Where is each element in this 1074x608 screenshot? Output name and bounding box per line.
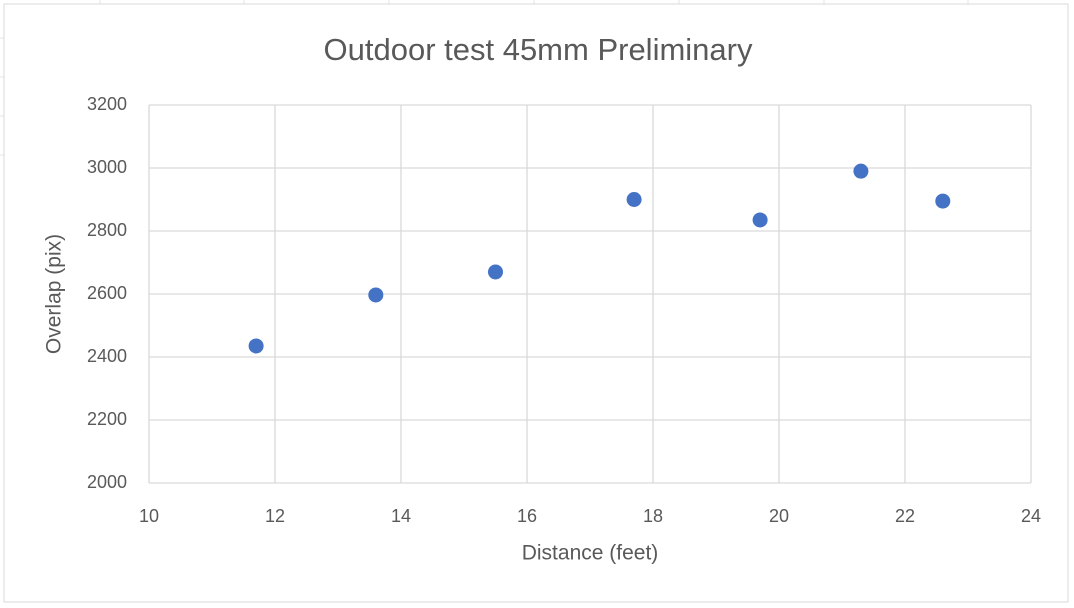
y-tick-label: 2000 [87, 472, 127, 492]
y-tick-label: 3200 [87, 94, 127, 114]
x-tick-label: 14 [391, 506, 411, 526]
x-tick-label: 10 [139, 506, 159, 526]
point [853, 163, 869, 179]
y-tick-label: 3000 [87, 157, 127, 177]
point [488, 264, 503, 280]
chart-border [3, 3, 1069, 603]
x-tick-label: 24 [1021, 506, 1041, 526]
sheet-cells [0, 0, 969, 156]
point [935, 193, 951, 209]
y-tick-label: 2800 [87, 220, 127, 240]
x-tick-label: 12 [265, 506, 285, 526]
x-axis-label: Distance (feet) [522, 542, 659, 565]
y-tick-label: 2200 [87, 409, 127, 429]
x-tick-label: 22 [895, 506, 915, 526]
point [752, 212, 768, 228]
point [626, 192, 642, 207]
chart-title: Outdoor test 45mm Preliminary [324, 32, 753, 67]
y-tick-label: 2400 [87, 346, 127, 366]
y-tick-label: 2600 [87, 283, 127, 303]
x-tick-label: 16 [517, 506, 537, 526]
x-tick-label: 20 [769, 506, 789, 526]
y-axis-label: Overlap (pix) [43, 234, 66, 354]
x-tick-label: 18 [643, 506, 663, 526]
point [368, 287, 384, 303]
point [248, 338, 264, 354]
